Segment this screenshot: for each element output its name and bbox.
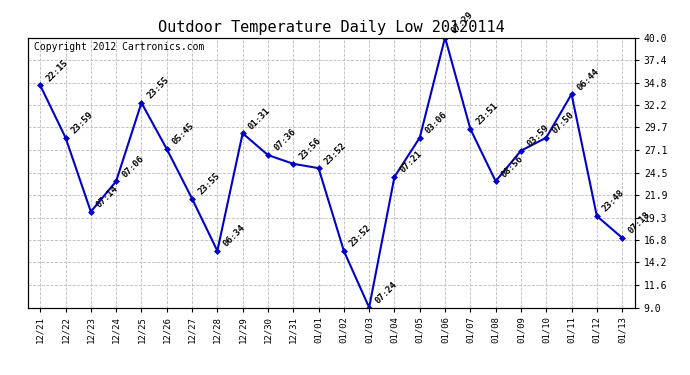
Text: 23:52: 23:52 (348, 224, 373, 249)
Text: 07:14: 07:14 (95, 184, 120, 210)
Text: 03:06: 03:06 (424, 110, 449, 135)
Text: 23:56: 23:56 (297, 136, 323, 162)
Title: Outdoor Temperature Daily Low 20120114: Outdoor Temperature Daily Low 20120114 (158, 20, 504, 35)
Text: 01:31: 01:31 (247, 106, 272, 131)
Text: 05:45: 05:45 (171, 122, 196, 147)
Text: 03:59: 03:59 (525, 123, 551, 148)
Text: 23:48: 23:48 (601, 189, 627, 214)
Text: 23:51: 23:51 (475, 101, 500, 127)
Text: 22:15: 22:15 (44, 58, 70, 83)
Text: 06:34: 06:34 (221, 224, 247, 249)
Text: 23:59: 23:59 (70, 110, 95, 135)
Text: 07:36: 07:36 (272, 128, 297, 153)
Text: Copyright 2012 Cartronics.com: Copyright 2012 Cartronics.com (34, 42, 204, 51)
Text: 23:55: 23:55 (146, 75, 171, 100)
Text: 07:24: 07:24 (373, 280, 399, 305)
Text: 07:29: 07:29 (449, 10, 475, 35)
Text: 07:50: 07:50 (551, 110, 575, 135)
Text: 23:52: 23:52 (323, 141, 348, 166)
Text: 08:56: 08:56 (500, 154, 525, 179)
Text: 07:21: 07:21 (399, 149, 424, 175)
Text: 07:06: 07:06 (120, 154, 146, 179)
Text: 06:44: 06:44 (575, 67, 601, 92)
Text: 07:18: 07:18 (627, 210, 651, 236)
Text: 23:55: 23:55 (196, 171, 221, 196)
